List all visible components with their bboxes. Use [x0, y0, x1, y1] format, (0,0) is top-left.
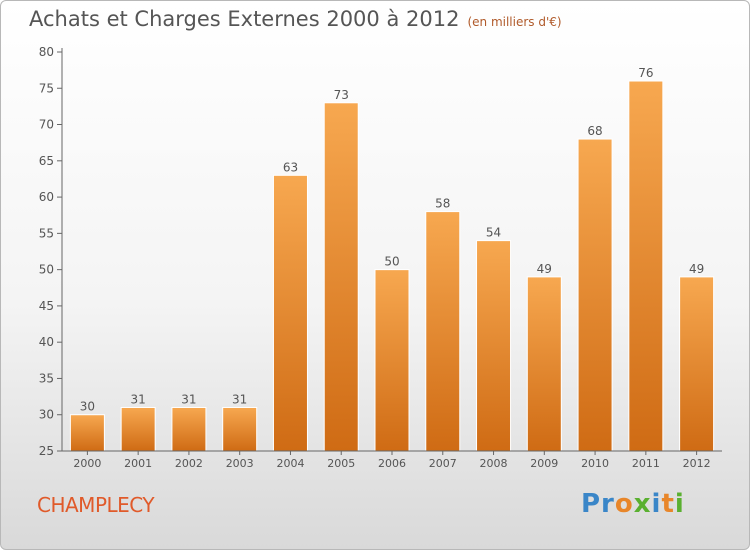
data-label-2012: 49 [689, 262, 704, 276]
x-tick-label-2003: 2003 [226, 457, 254, 470]
bar-2006 [374, 269, 410, 452]
x-tick-label-2006: 2006 [378, 457, 406, 470]
data-label-2004: 63 [283, 160, 298, 174]
data-label-2010: 68 [587, 124, 602, 138]
y-tick-label: 50 [39, 263, 54, 277]
data-label-2001: 31 [131, 392, 146, 406]
x-tick-label-2009: 2009 [530, 457, 558, 470]
bar-2008 [476, 240, 512, 452]
chart-title: Achats et Charges Externes 2000 à 2012 (e… [29, 7, 562, 31]
bar-2012 [679, 276, 715, 452]
data-label-2002: 31 [181, 392, 196, 406]
data-label-2007: 58 [435, 197, 450, 211]
x-tick-label-2008: 2008 [480, 457, 508, 470]
data-label-2011: 76 [638, 66, 653, 80]
y-tick-label: 60 [39, 190, 54, 204]
bar-2002 [171, 406, 207, 452]
x-tick-label-2011: 2011 [632, 457, 660, 470]
proxiti-logo[interactable]: Proxiti [581, 489, 685, 519]
bar-2000 [69, 414, 105, 452]
x-tick-label-2005: 2005 [327, 457, 355, 470]
bar-2005 [323, 102, 359, 452]
y-tick-label: 25 [39, 444, 54, 458]
y-tick-label: 35 [39, 371, 54, 385]
bar-2007 [425, 211, 461, 452]
y-tick-label: 65 [39, 154, 54, 168]
bar-2009 [526, 276, 562, 452]
data-label-2008: 54 [486, 226, 501, 240]
data-label-2003: 31 [232, 392, 247, 406]
x-tick-label-2000: 2000 [73, 457, 101, 470]
bar-2001 [120, 406, 156, 452]
y-tick-label: 45 [39, 299, 54, 313]
data-label-2000: 30 [80, 400, 95, 414]
chart-subtitle: (en milliers d'€) [467, 15, 562, 29]
commune-name: CHAMPLECY [37, 493, 155, 517]
x-tick-label-2002: 2002 [175, 457, 203, 470]
data-label-2009: 49 [537, 262, 552, 276]
y-tick-label: 80 [39, 45, 54, 59]
data-label-2006: 50 [384, 255, 399, 269]
bar-2003 [222, 406, 258, 452]
y-tick-label: 40 [39, 335, 54, 349]
bar-2011 [628, 80, 664, 452]
x-tick-label-2007: 2007 [429, 457, 457, 470]
y-tick-label: 55 [39, 226, 54, 240]
y-tick-label: 75 [39, 81, 54, 95]
bar-2010 [577, 138, 613, 452]
y-tick-label: 30 [39, 408, 54, 422]
chart-title-text: Achats et Charges Externes 2000 à 2012 [29, 7, 460, 31]
logo-text: Pr [581, 489, 615, 519]
data-label-2005: 73 [334, 88, 349, 102]
x-tick-label-2012: 2012 [683, 457, 711, 470]
y-tick-label: 70 [39, 118, 54, 132]
bar-2004 [272, 174, 308, 452]
x-tick-label-2001: 2001 [124, 457, 152, 470]
x-tick-label-2004: 2004 [276, 457, 304, 470]
x-tick-label-2010: 2010 [581, 457, 609, 470]
